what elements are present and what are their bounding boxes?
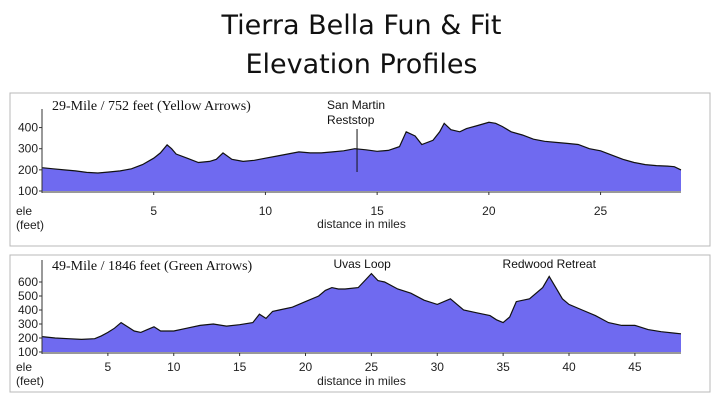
chart1-annotation-line1: San Martin (327, 98, 385, 112)
chart2-x-tick-label: 5 (105, 360, 112, 374)
chart2-x-tick-label: 40 (562, 360, 576, 374)
chart2-x-tick-label: 35 (496, 360, 510, 374)
page-title: Tierra Bella Fun & Fit (221, 10, 502, 41)
chart2-x-tick-label: 25 (365, 360, 379, 374)
chart2-x-tick-label: 45 (628, 360, 642, 374)
chart2-annotation-1: Uvas Loop (333, 257, 391, 271)
chart1-elevation-area (42, 122, 681, 191)
chart1-x-axis-label: distance in miles (317, 217, 406, 231)
chart1-y-tick-label: 400 (18, 121, 38, 135)
chart1-x-tick-label: 25 (594, 204, 608, 218)
chart1-y-label-feet: (feet) (16, 218, 44, 232)
chart2-y-tick-label: 600 (18, 275, 38, 289)
chart2-annotation-2: Redwood Retreat (503, 257, 597, 271)
chart2-y-tick-label: 100 (18, 345, 38, 359)
chart1-y-tick-label: 300 (18, 142, 38, 156)
chart1-x-tick-label: 15 (370, 204, 384, 218)
chart1-y-tick-label: 200 (18, 163, 38, 177)
chart2-x-tick-label: 10 (167, 360, 181, 374)
chart1-x-tick-label: 10 (259, 204, 273, 218)
chart2-y-label-ele: ele (16, 360, 32, 374)
chart2-elevation-line (41, 272, 682, 341)
chart2-x-tick-label: 15 (233, 360, 247, 374)
chart1-y-tick-label: 100 (18, 184, 38, 198)
chart2-x-tick-label: 20 (299, 360, 313, 374)
chart2-x-axis-label: distance in miles (317, 374, 406, 388)
chart2-y-label-feet: (feet) (16, 374, 44, 388)
chart2-x-tick-label: 30 (431, 360, 445, 374)
chart1-annotation-line2: Reststop (327, 113, 375, 127)
chart2-y-tick-label: 300 (18, 317, 38, 331)
page-subtitle: Elevation Profiles (245, 49, 478, 80)
chart2-elevation-area (42, 273, 681, 352)
chart1-x-tick-label: 20 (482, 204, 496, 218)
chart1-x-tick-label: 5 (150, 204, 157, 218)
chart2-y-tick-label: 400 (18, 303, 38, 317)
chart1-title: 29-Mile / 752 feet (Yellow Arrows) (52, 99, 251, 114)
chart2-title: 49-Mile / 1846 feet (Green Arrows) (52, 259, 253, 274)
chart2-y-tick-label: 200 (18, 331, 38, 345)
chart2-frame (9, 254, 711, 393)
chart1-y-label-ele: ele (16, 204, 32, 218)
chart1-frame (9, 92, 711, 247)
chart2-y-tick-label: 500 (18, 289, 38, 303)
chart1-elevation-line (41, 121, 682, 174)
